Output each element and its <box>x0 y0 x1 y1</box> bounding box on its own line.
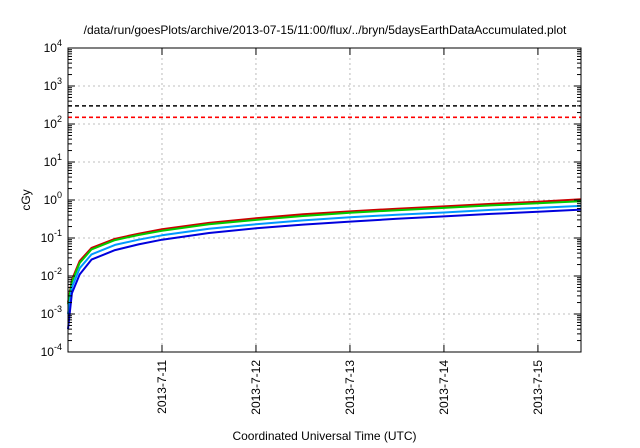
x-tick-label: 2013-7-11 <box>155 360 169 414</box>
y-tick-label: 10-3 <box>41 304 62 321</box>
grid <box>68 48 581 352</box>
threshold-lines <box>68 105 581 119</box>
y-axis-label: cGy <box>19 189 33 210</box>
series-line <box>67 198 582 303</box>
y-tick-label: 104 <box>44 38 62 55</box>
x-tick-label: 2013-7-15 <box>531 360 545 415</box>
y-tick-label: 10-1 <box>41 228 62 245</box>
x-axis-label: Coordinated Universal Time (UTC) <box>232 429 416 443</box>
series-line <box>67 208 582 330</box>
x-tick-label: 2013-7-14 <box>437 360 451 415</box>
x-tick-label: 2013-7-12 <box>249 360 263 415</box>
y-tick-label: 10-2 <box>41 266 62 283</box>
series-line <box>67 200 582 305</box>
series-line <box>67 204 582 315</box>
y-tick-label: 100 <box>44 190 62 207</box>
series-lines <box>67 198 582 330</box>
y-axis: 10-4 10-3 10-2 10-1 100 101 102 103 104 <box>41 38 581 359</box>
chart-title: /data/run/goesPlots/archive/2013-07-15/1… <box>84 23 567 37</box>
x-tick-label: 2013-7-13 <box>343 360 357 415</box>
y-tick-label: 103 <box>44 76 62 93</box>
y-tick-label: 102 <box>44 114 62 131</box>
y-tick-label: 10-4 <box>41 342 62 359</box>
y-tick-label: 101 <box>44 152 62 169</box>
x-axis: 2013-7-11 2013-7-12 2013-7-13 2013-7-14 2013… <box>155 48 545 415</box>
